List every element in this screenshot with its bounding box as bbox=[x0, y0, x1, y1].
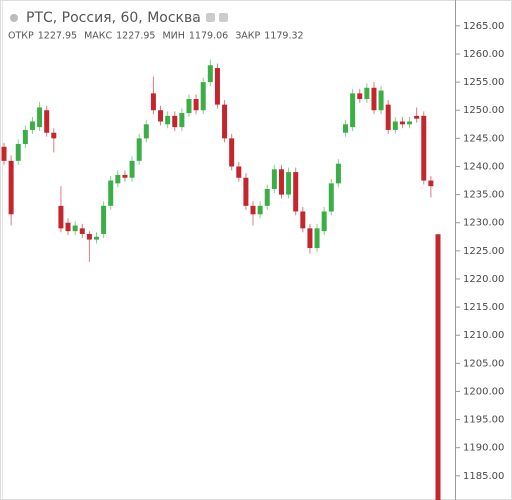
candle-body bbox=[179, 113, 185, 128]
candle-body bbox=[364, 87, 370, 99]
y-tick-label: 1185.00 bbox=[463, 471, 504, 482]
y-tick-label: 1235.00 bbox=[463, 190, 504, 201]
ohlc-value: 1179.06 bbox=[189, 31, 228, 42]
candle-body bbox=[335, 163, 341, 184]
candle-body bbox=[186, 98, 192, 114]
candle-body bbox=[321, 211, 327, 232]
candle-body bbox=[79, 228, 85, 234]
settings-icon[interactable] bbox=[206, 13, 215, 22]
y-tick-label: 1210.00 bbox=[463, 330, 504, 341]
ohlc-label: МАКС bbox=[84, 31, 112, 42]
candle-body bbox=[300, 211, 306, 229]
y-tick-label: 1255.00 bbox=[463, 77, 504, 88]
candle-body bbox=[378, 90, 384, 111]
candle-body bbox=[286, 172, 292, 195]
candle-body bbox=[214, 68, 220, 105]
candle-body bbox=[22, 129, 28, 144]
ohlc-value: 1227.95 bbox=[116, 31, 155, 42]
candle-body bbox=[165, 115, 171, 125]
y-tick-label: 1220.00 bbox=[463, 274, 504, 285]
price-axis: 1185.00 1190.00 1195.00 1200.00 1205.00 1210.… bbox=[455, 21, 504, 482]
candle-body bbox=[143, 124, 149, 139]
candle-body bbox=[122, 174, 128, 178]
candle-body bbox=[58, 205, 64, 229]
candle-body bbox=[150, 93, 156, 111]
candle-body bbox=[193, 98, 199, 111]
y-tick-label: 1195.00 bbox=[463, 415, 504, 426]
candle-body bbox=[172, 115, 178, 128]
ohlc-value: 1227.95 bbox=[38, 31, 77, 42]
candle-body bbox=[307, 228, 313, 249]
candle-body bbox=[407, 121, 413, 125]
candle-body bbox=[101, 205, 107, 234]
candle-body bbox=[435, 234, 441, 500]
dropdown-icon[interactable] bbox=[192, 15, 200, 20]
y-tick-label: 1200.00 bbox=[463, 386, 504, 397]
y-tick-label: 1190.00 bbox=[463, 443, 504, 454]
candle-body bbox=[264, 188, 270, 206]
y-tick-label: 1260.00 bbox=[463, 49, 504, 60]
y-tick-label: 1245.00 bbox=[463, 133, 504, 144]
candle-body bbox=[29, 121, 35, 130]
y-tick-label: 1250.00 bbox=[463, 105, 504, 116]
candle-body bbox=[278, 169, 284, 195]
candle-body bbox=[399, 121, 405, 125]
candle-body bbox=[158, 110, 164, 122]
candle-body bbox=[350, 93, 356, 128]
candle-body bbox=[385, 104, 391, 130]
candle-body bbox=[93, 236, 99, 240]
candle-body bbox=[222, 104, 228, 139]
candle-body bbox=[65, 222, 71, 232]
candle-body bbox=[293, 172, 299, 212]
candle-body bbox=[44, 110, 50, 133]
candle-body bbox=[207, 65, 213, 83]
candle-body bbox=[72, 225, 78, 232]
y-tick-label: 1265.00 bbox=[463, 21, 504, 32]
candle-body bbox=[428, 180, 434, 187]
y-tick-label: 1230.00 bbox=[463, 218, 504, 229]
candle-body bbox=[314, 228, 320, 249]
ohlc-value: 1179.32 bbox=[264, 31, 303, 42]
candle-body bbox=[328, 183, 334, 212]
candle-body bbox=[236, 166, 242, 178]
candle-body bbox=[343, 124, 349, 133]
y-tick-label: 1215.00 bbox=[463, 302, 504, 313]
candle-body bbox=[229, 138, 235, 167]
candle-body bbox=[8, 160, 14, 215]
candle-body bbox=[257, 205, 263, 215]
y-tick-label: 1205.00 bbox=[463, 358, 504, 369]
candles bbox=[1, 59, 441, 500]
candle-body bbox=[37, 107, 43, 128]
ohlc-label: ОТКР bbox=[8, 31, 34, 42]
candle-body bbox=[421, 115, 427, 181]
close-icon[interactable] bbox=[219, 13, 228, 22]
candle-body bbox=[392, 121, 398, 130]
candle-body bbox=[1, 146, 7, 161]
chart-title: РТС, Россия, 60, Москва bbox=[26, 10, 201, 26]
candle-body bbox=[129, 160, 135, 178]
ohlc-label: ЗАКР bbox=[235, 31, 260, 42]
candle-body bbox=[243, 177, 249, 206]
y-tick-label: 1225.00 bbox=[463, 246, 504, 257]
candle-body bbox=[371, 87, 377, 111]
candle-body bbox=[51, 132, 57, 139]
candle-body bbox=[15, 143, 21, 161]
ohlc-summary: ОТКР 1227.95 МАКС 1227.95 МИН 1179.06 ЗАКР 1179… bbox=[8, 31, 304, 42]
ohlc-label: МИН bbox=[162, 31, 184, 42]
status-dot bbox=[10, 14, 18, 22]
candle-body bbox=[115, 174, 121, 184]
candle-body bbox=[357, 93, 363, 99]
candle-body bbox=[414, 115, 420, 119]
candle-body bbox=[108, 180, 114, 206]
y-tick-label: 1240.00 bbox=[463, 161, 504, 172]
candle-body bbox=[86, 233, 92, 240]
candle-body bbox=[250, 205, 256, 215]
candle-body bbox=[136, 138, 142, 161]
candle-body bbox=[200, 82, 206, 111]
candle-body bbox=[271, 169, 277, 189]
header-icons[interactable] bbox=[192, 13, 228, 22]
